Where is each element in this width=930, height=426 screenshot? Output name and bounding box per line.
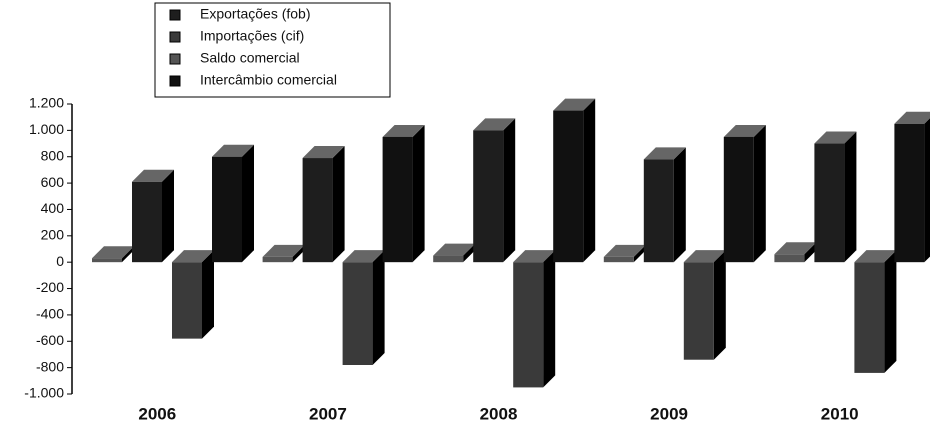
y-tick-label: 200 bbox=[41, 227, 65, 243]
bar-top bbox=[342, 250, 385, 263]
y-tick-label: -1.000 bbox=[24, 385, 64, 401]
bar-side bbox=[162, 169, 174, 263]
bar-top bbox=[553, 98, 596, 111]
bar-top bbox=[854, 250, 897, 263]
bar-top bbox=[814, 131, 857, 144]
bar bbox=[433, 255, 464, 263]
bar bbox=[513, 262, 544, 388]
bar bbox=[212, 156, 242, 263]
bar-top bbox=[603, 244, 646, 257]
x-tick-label: 2007 bbox=[309, 404, 347, 423]
bar bbox=[302, 158, 333, 263]
bar-side bbox=[122, 246, 134, 263]
y-tick-label: -600 bbox=[36, 332, 64, 348]
bar bbox=[342, 262, 373, 365]
bar bbox=[172, 262, 202, 339]
bar bbox=[894, 123, 925, 263]
x-tick-label: 2008 bbox=[480, 404, 518, 423]
bar-top bbox=[774, 242, 817, 255]
bar-top bbox=[382, 124, 425, 137]
legend-swatch bbox=[169, 75, 181, 87]
bar-side bbox=[242, 144, 254, 263]
y-tick-label: 1.000 bbox=[29, 121, 64, 137]
bar bbox=[603, 256, 634, 263]
bar-side bbox=[503, 118, 516, 263]
y-tick-label: -400 bbox=[36, 306, 64, 322]
bar-top bbox=[172, 250, 214, 263]
bar-side bbox=[202, 250, 214, 339]
bar bbox=[683, 262, 714, 360]
bar-top bbox=[302, 146, 345, 159]
legend-swatch bbox=[169, 31, 181, 43]
bar-top bbox=[473, 118, 516, 131]
legend-box bbox=[154, 2, 391, 98]
bar bbox=[774, 254, 805, 263]
y-tick-label: 1.200 bbox=[29, 95, 64, 111]
bar-side bbox=[412, 124, 425, 263]
bar-top bbox=[683, 250, 726, 263]
bar bbox=[92, 258, 122, 263]
bar-side bbox=[804, 242, 817, 263]
bar-side bbox=[884, 250, 897, 373]
bar bbox=[854, 262, 885, 373]
bar-side bbox=[753, 124, 766, 263]
bar bbox=[643, 159, 674, 263]
bar-side bbox=[332, 146, 345, 263]
bar-top bbox=[433, 243, 476, 256]
bar bbox=[473, 130, 504, 263]
bar-side bbox=[583, 98, 596, 263]
bar bbox=[132, 181, 162, 263]
bar-side bbox=[463, 243, 476, 263]
bar-side bbox=[372, 250, 385, 365]
legend-swatch bbox=[169, 9, 181, 21]
y-tick-label: 800 bbox=[41, 147, 65, 163]
legend-swatch bbox=[169, 53, 181, 65]
x-tick-label: 2009 bbox=[650, 404, 688, 423]
bar bbox=[262, 256, 293, 263]
bar-top bbox=[132, 169, 174, 182]
bar bbox=[382, 136, 413, 263]
legend-label: Intercâmbio comercial bbox=[200, 72, 337, 88]
y-tick-label: 600 bbox=[41, 174, 65, 190]
bar-top bbox=[262, 244, 305, 257]
legend-label: Importações (cif) bbox=[200, 28, 304, 44]
x-tick-label: 2010 bbox=[821, 404, 859, 423]
bar bbox=[723, 136, 754, 263]
bar-side bbox=[673, 147, 686, 263]
bar-top bbox=[92, 246, 134, 259]
bar bbox=[553, 110, 584, 263]
bar-side bbox=[543, 250, 556, 388]
bar-side bbox=[633, 244, 646, 263]
y-tick-label: -800 bbox=[36, 358, 64, 374]
bar-side bbox=[292, 244, 305, 263]
bar-top bbox=[723, 124, 766, 137]
legend-label: Saldo comercial bbox=[200, 50, 300, 66]
y-tick-label: 400 bbox=[41, 200, 65, 216]
bar-top bbox=[894, 111, 930, 124]
bar-top bbox=[643, 147, 686, 160]
bar-top bbox=[212, 144, 254, 157]
bar-top bbox=[513, 250, 556, 263]
bar-side bbox=[713, 250, 726, 360]
bar-side bbox=[924, 118, 930, 263]
legend-label: Exportações (fob) bbox=[200, 6, 311, 22]
bar-side bbox=[844, 131, 857, 263]
bar bbox=[814, 143, 845, 263]
y-tick-label: -200 bbox=[36, 279, 64, 295]
y-tick-label: 0 bbox=[56, 253, 64, 269]
x-tick-label: 2006 bbox=[138, 404, 176, 423]
